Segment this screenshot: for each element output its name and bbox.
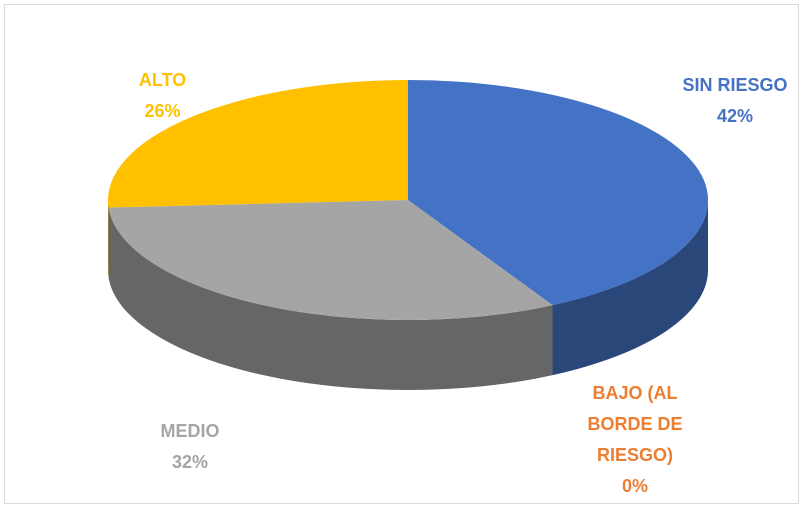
pie-side [552, 200, 708, 376]
label-name: BAJO (AL BORDE DE RIESGO) [587, 383, 683, 465]
label-value: 0% [621, 476, 648, 496]
data-label: BAJO (AL BORDE DE RIESGO) 0% [560, 378, 710, 502]
pie-slice [107, 80, 408, 208]
label-name: MEDIO [160, 421, 220, 441]
label-value: 26% [144, 101, 181, 121]
pie-side [108, 200, 109, 278]
label-value: 32% [171, 452, 209, 472]
pie-slice [408, 80, 709, 306]
label-name: ALTO [138, 70, 187, 90]
data-label: MEDIO 32% [120, 416, 260, 478]
pie-slice [108, 200, 553, 320]
label-value: 42% [716, 106, 754, 126]
data-label: SIN RIESGO 42% [665, 70, 803, 132]
data-label: ALTO 26% [100, 65, 225, 127]
label-name: SIN RIESGO [682, 75, 788, 95]
pie-side [108, 207, 553, 390]
